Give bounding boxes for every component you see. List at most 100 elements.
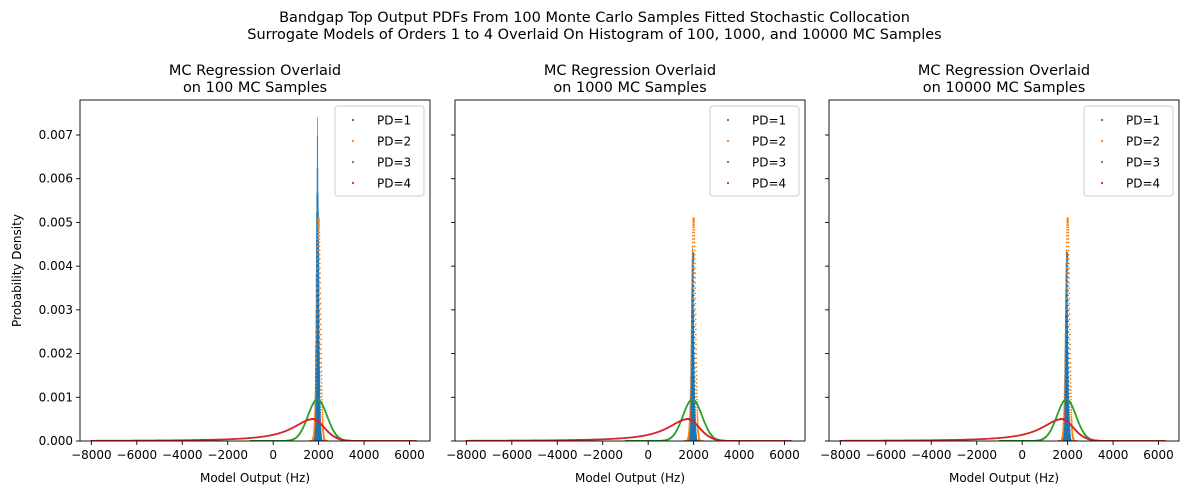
scatter-point xyxy=(315,408,318,410)
scatter-point xyxy=(1067,336,1070,339)
scatter-point xyxy=(1066,276,1069,279)
legend-marker xyxy=(351,139,355,143)
scatter-point xyxy=(1067,299,1069,302)
scatter-point xyxy=(1063,392,1066,395)
scatter-point xyxy=(316,297,318,300)
scatter-point xyxy=(1066,231,1068,234)
scatter-point xyxy=(318,249,321,252)
scatter-point xyxy=(688,422,691,425)
scatter-point xyxy=(319,313,322,316)
scatter-point xyxy=(1064,352,1067,355)
scatter-point xyxy=(1065,287,1067,290)
scatter-point xyxy=(1067,388,1070,391)
scatter-point xyxy=(315,302,318,305)
scatter-point xyxy=(1062,413,1065,416)
scatter-point xyxy=(318,226,321,229)
scatter-point xyxy=(1062,422,1065,425)
scatter-point xyxy=(688,413,691,416)
scatter-point xyxy=(315,318,318,321)
scatter-point xyxy=(1070,411,1073,414)
scatter-point xyxy=(690,408,693,410)
scatter-point xyxy=(321,421,324,423)
scatter-point xyxy=(1063,411,1065,414)
y-tick-label: 0.005 xyxy=(39,215,73,229)
figure-title-line-2: Surrogate Models of Orders 1 to 4 Overla… xyxy=(247,27,941,43)
scatter-point xyxy=(317,285,320,287)
scatter-point xyxy=(318,384,321,387)
scatter-point xyxy=(313,424,316,426)
scatter-point xyxy=(1067,315,1070,317)
x-tick-label: 2000 xyxy=(303,448,334,462)
scatter-point xyxy=(696,421,699,423)
scatter-point xyxy=(321,422,324,425)
scatter-point xyxy=(696,413,699,416)
scatter-point xyxy=(319,267,321,270)
scatter-point xyxy=(1067,384,1070,387)
scatter-point xyxy=(318,320,321,323)
scatter-point xyxy=(1069,357,1072,360)
scatter-point xyxy=(1063,404,1066,407)
y-tick-label: 0.007 xyxy=(39,128,73,142)
scatter-point xyxy=(320,385,323,388)
scatter-point xyxy=(318,336,321,339)
scatter-point xyxy=(1067,341,1070,344)
scatter-point xyxy=(321,413,324,416)
scatter-point xyxy=(690,313,693,316)
legend-label: PD=2 xyxy=(752,135,786,149)
scatter-point xyxy=(689,382,692,384)
scatter-point xyxy=(693,228,696,231)
scatter-point xyxy=(1070,395,1072,398)
scatter-point xyxy=(689,426,692,429)
scatter-point xyxy=(315,313,318,316)
scatter-point xyxy=(1064,343,1067,346)
legend-marker xyxy=(351,181,355,185)
scatter-point xyxy=(316,350,318,353)
scatter-point xyxy=(318,238,321,240)
scatter-point xyxy=(1065,277,1068,279)
scatter-point xyxy=(318,231,321,234)
scatter-point xyxy=(693,388,696,391)
scatter-point xyxy=(1068,272,1070,274)
scatter-point xyxy=(695,392,698,395)
y-tick-label: 0.004 xyxy=(39,259,73,273)
scatter-point xyxy=(316,253,319,256)
scatter-point xyxy=(693,336,696,339)
scatter-point xyxy=(692,231,694,234)
scatter-point xyxy=(1065,335,1067,337)
scatter-point xyxy=(691,277,694,279)
scatter-point xyxy=(1065,283,1068,286)
scatter-point xyxy=(692,265,695,268)
scatter-point xyxy=(313,425,316,428)
scatter-point xyxy=(690,307,693,310)
scatter-point xyxy=(694,282,697,284)
scatter-point xyxy=(693,299,695,302)
scatter-point xyxy=(316,340,318,343)
scatter-point xyxy=(1066,285,1069,287)
scatter-point xyxy=(319,277,321,279)
y-tick-label: 0.006 xyxy=(39,172,73,186)
scatter-point xyxy=(691,292,693,295)
scatter-point xyxy=(691,297,693,300)
scatter-point xyxy=(318,241,321,244)
scatter-point xyxy=(319,307,322,310)
scatter-point xyxy=(318,376,321,379)
scatter-point xyxy=(1069,361,1072,364)
scatter-point xyxy=(693,367,696,369)
scatter-point xyxy=(314,370,317,373)
scatter-point xyxy=(315,323,318,326)
legend-box xyxy=(334,105,425,197)
scatter-point xyxy=(1067,224,1069,226)
scatter-point xyxy=(694,402,696,405)
scatter-point xyxy=(1068,416,1071,419)
x-tick-label: 4000 xyxy=(349,448,380,462)
legend: PD=1PD=2PD=3PD=4 xyxy=(334,105,425,197)
scatter-point xyxy=(314,428,317,431)
scatter-point xyxy=(314,406,316,409)
scatter-point xyxy=(1067,249,1070,252)
scatter-point xyxy=(1068,333,1071,336)
scatter-point xyxy=(320,343,322,346)
scatter-point xyxy=(1067,320,1070,323)
scatter-point xyxy=(1064,383,1067,386)
scatter-point xyxy=(320,374,323,377)
scatter-point xyxy=(319,282,322,284)
